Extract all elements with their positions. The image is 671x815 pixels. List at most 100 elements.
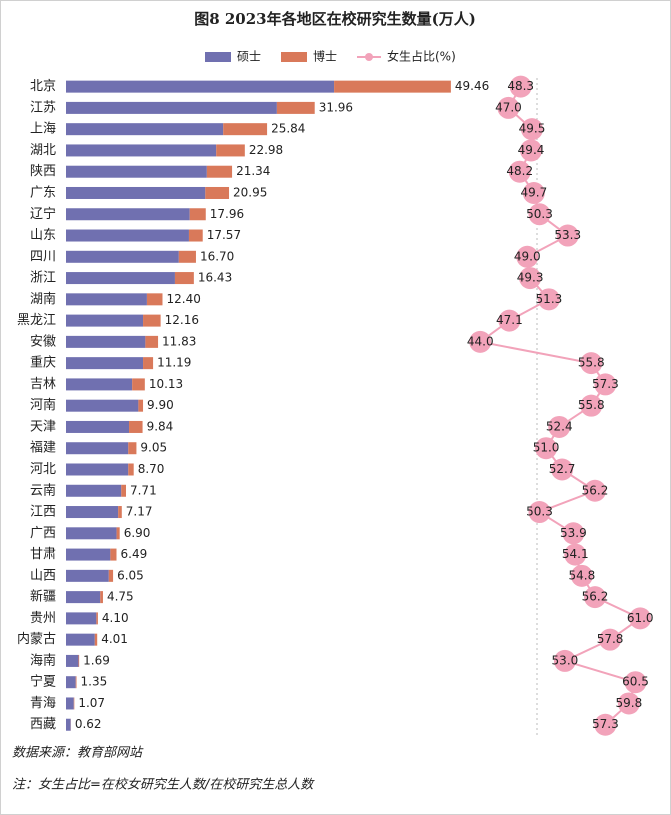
- ratio-label: 51.3: [536, 292, 563, 306]
- y-tick-label: 江苏: [30, 99, 56, 115]
- bar-segment: [66, 591, 101, 604]
- ratio-marker: [519, 267, 542, 290]
- bar-segment: [66, 314, 144, 327]
- legend-swatch: [281, 52, 307, 62]
- total-label: 7.17: [126, 505, 153, 519]
- bar-segment: [66, 654, 79, 667]
- y-tick-label: 辽宁: [30, 206, 56, 222]
- source: 数据来源：教育部网站: [12, 745, 144, 761]
- bar-segment: [66, 676, 76, 689]
- y-tick-label: 广西: [30, 526, 56, 541]
- ratio-label: 53.9: [560, 526, 587, 540]
- y-tick-label: 黑龙江: [17, 313, 56, 328]
- y-tick-label: 吉林: [30, 377, 56, 392]
- ratio-label: 49.5: [519, 122, 546, 136]
- ratio-label: 52.7: [549, 462, 576, 476]
- ratio-label: 51.0: [533, 441, 560, 455]
- ratio-marker: [551, 458, 574, 481]
- ratio-marker: [548, 415, 571, 438]
- ratio-marker: [497, 96, 520, 119]
- y-tick-label: 福建: [30, 441, 56, 456]
- ratio-marker: [584, 586, 607, 609]
- ratio-marker: [535, 437, 558, 460]
- ratio-label: 47.1: [496, 313, 523, 327]
- ratio-label: 53.3: [554, 228, 581, 242]
- y-tick-label: 安徽: [30, 334, 56, 349]
- total-label: 31.96: [319, 100, 353, 114]
- total-label: 4.75: [107, 590, 134, 604]
- y-tick-label: 西藏: [30, 717, 56, 732]
- total-label: 17.96: [210, 207, 244, 221]
- ratio-marker: [553, 649, 576, 672]
- bar-segment: [66, 335, 146, 348]
- bar-segment: [66, 463, 129, 476]
- ratio-marker: [498, 309, 521, 332]
- bar-segment: [110, 548, 117, 561]
- ratio-label: 49.0: [514, 249, 541, 263]
- ratio-marker: [564, 543, 587, 566]
- ratio-label: 50.3: [526, 207, 553, 221]
- bar-segment: [66, 399, 139, 412]
- total-label: 9.90: [147, 398, 174, 412]
- bar-segment: [121, 484, 126, 497]
- ratio-marker: [624, 671, 647, 694]
- ratio-label: 49.3: [517, 271, 544, 285]
- legend-label: 硕士: [237, 50, 261, 64]
- bar-segment: [75, 676, 77, 689]
- bar-segment: [94, 633, 98, 646]
- ratio-label: 49.4: [518, 143, 545, 157]
- total-label: 0.62: [75, 717, 102, 731]
- total-label: 16.70: [200, 249, 234, 263]
- ratio-marker: [584, 479, 607, 502]
- total-label: 16.43: [198, 271, 232, 285]
- bar-segment: [66, 165, 207, 178]
- ratio-label: 44.0: [467, 334, 494, 348]
- y-tick-label: 河南: [30, 397, 56, 413]
- total-label: 1.35: [81, 675, 108, 689]
- bar-segment: [143, 314, 161, 327]
- total-label: 6.05: [117, 568, 144, 582]
- total-label: 9.05: [140, 441, 167, 455]
- bar-segment: [73, 697, 75, 710]
- ratio-label: 47.0: [495, 100, 522, 114]
- total-label: 12.16: [165, 313, 199, 327]
- bar-segment: [132, 378, 145, 391]
- ratio-label: 59.8: [616, 696, 643, 710]
- bar-segment: [66, 272, 175, 285]
- ratio-marker: [562, 522, 585, 545]
- total-label: 49.46: [455, 79, 489, 93]
- bar-segment: [66, 420, 130, 433]
- bar-segment: [118, 506, 122, 519]
- bar-segment: [66, 378, 133, 391]
- bar-segment: [116, 527, 120, 540]
- total-label: 11.83: [162, 334, 196, 348]
- total-label: 6.90: [124, 526, 151, 540]
- ratio-label: 57.3: [592, 377, 619, 391]
- ratio-marker: [617, 692, 640, 715]
- bar-segment: [108, 569, 114, 582]
- ratio-label: 55.8: [578, 398, 605, 412]
- bar-segment: [189, 208, 206, 221]
- total-label: 22.98: [249, 143, 283, 157]
- bar-segment: [78, 654, 80, 667]
- ratio-label: 60.5: [622, 675, 649, 689]
- ratio-marker: [528, 501, 551, 524]
- bar-segment: [216, 144, 245, 157]
- ratio-label: 48.2: [506, 164, 533, 178]
- bar-segment: [205, 186, 230, 199]
- y-tick-label: 湖南: [30, 291, 56, 307]
- y-tick-label: 新疆: [30, 589, 56, 605]
- y-tick-label: 宁夏: [30, 674, 56, 690]
- bar-segment: [66, 484, 122, 497]
- ratio-label: 50.3: [526, 505, 553, 519]
- y-tick-label: 海南: [30, 652, 56, 668]
- y-tick-label: 山西: [30, 568, 56, 583]
- legend-label: 博士: [313, 49, 337, 64]
- bar-segment: [188, 229, 203, 242]
- bar-segment: [66, 442, 129, 455]
- y-tick-label: 湖北: [30, 143, 56, 158]
- bar-segment: [66, 718, 71, 731]
- y-tick-label: 陕西: [30, 164, 56, 179]
- total-label: 11.19: [157, 356, 191, 370]
